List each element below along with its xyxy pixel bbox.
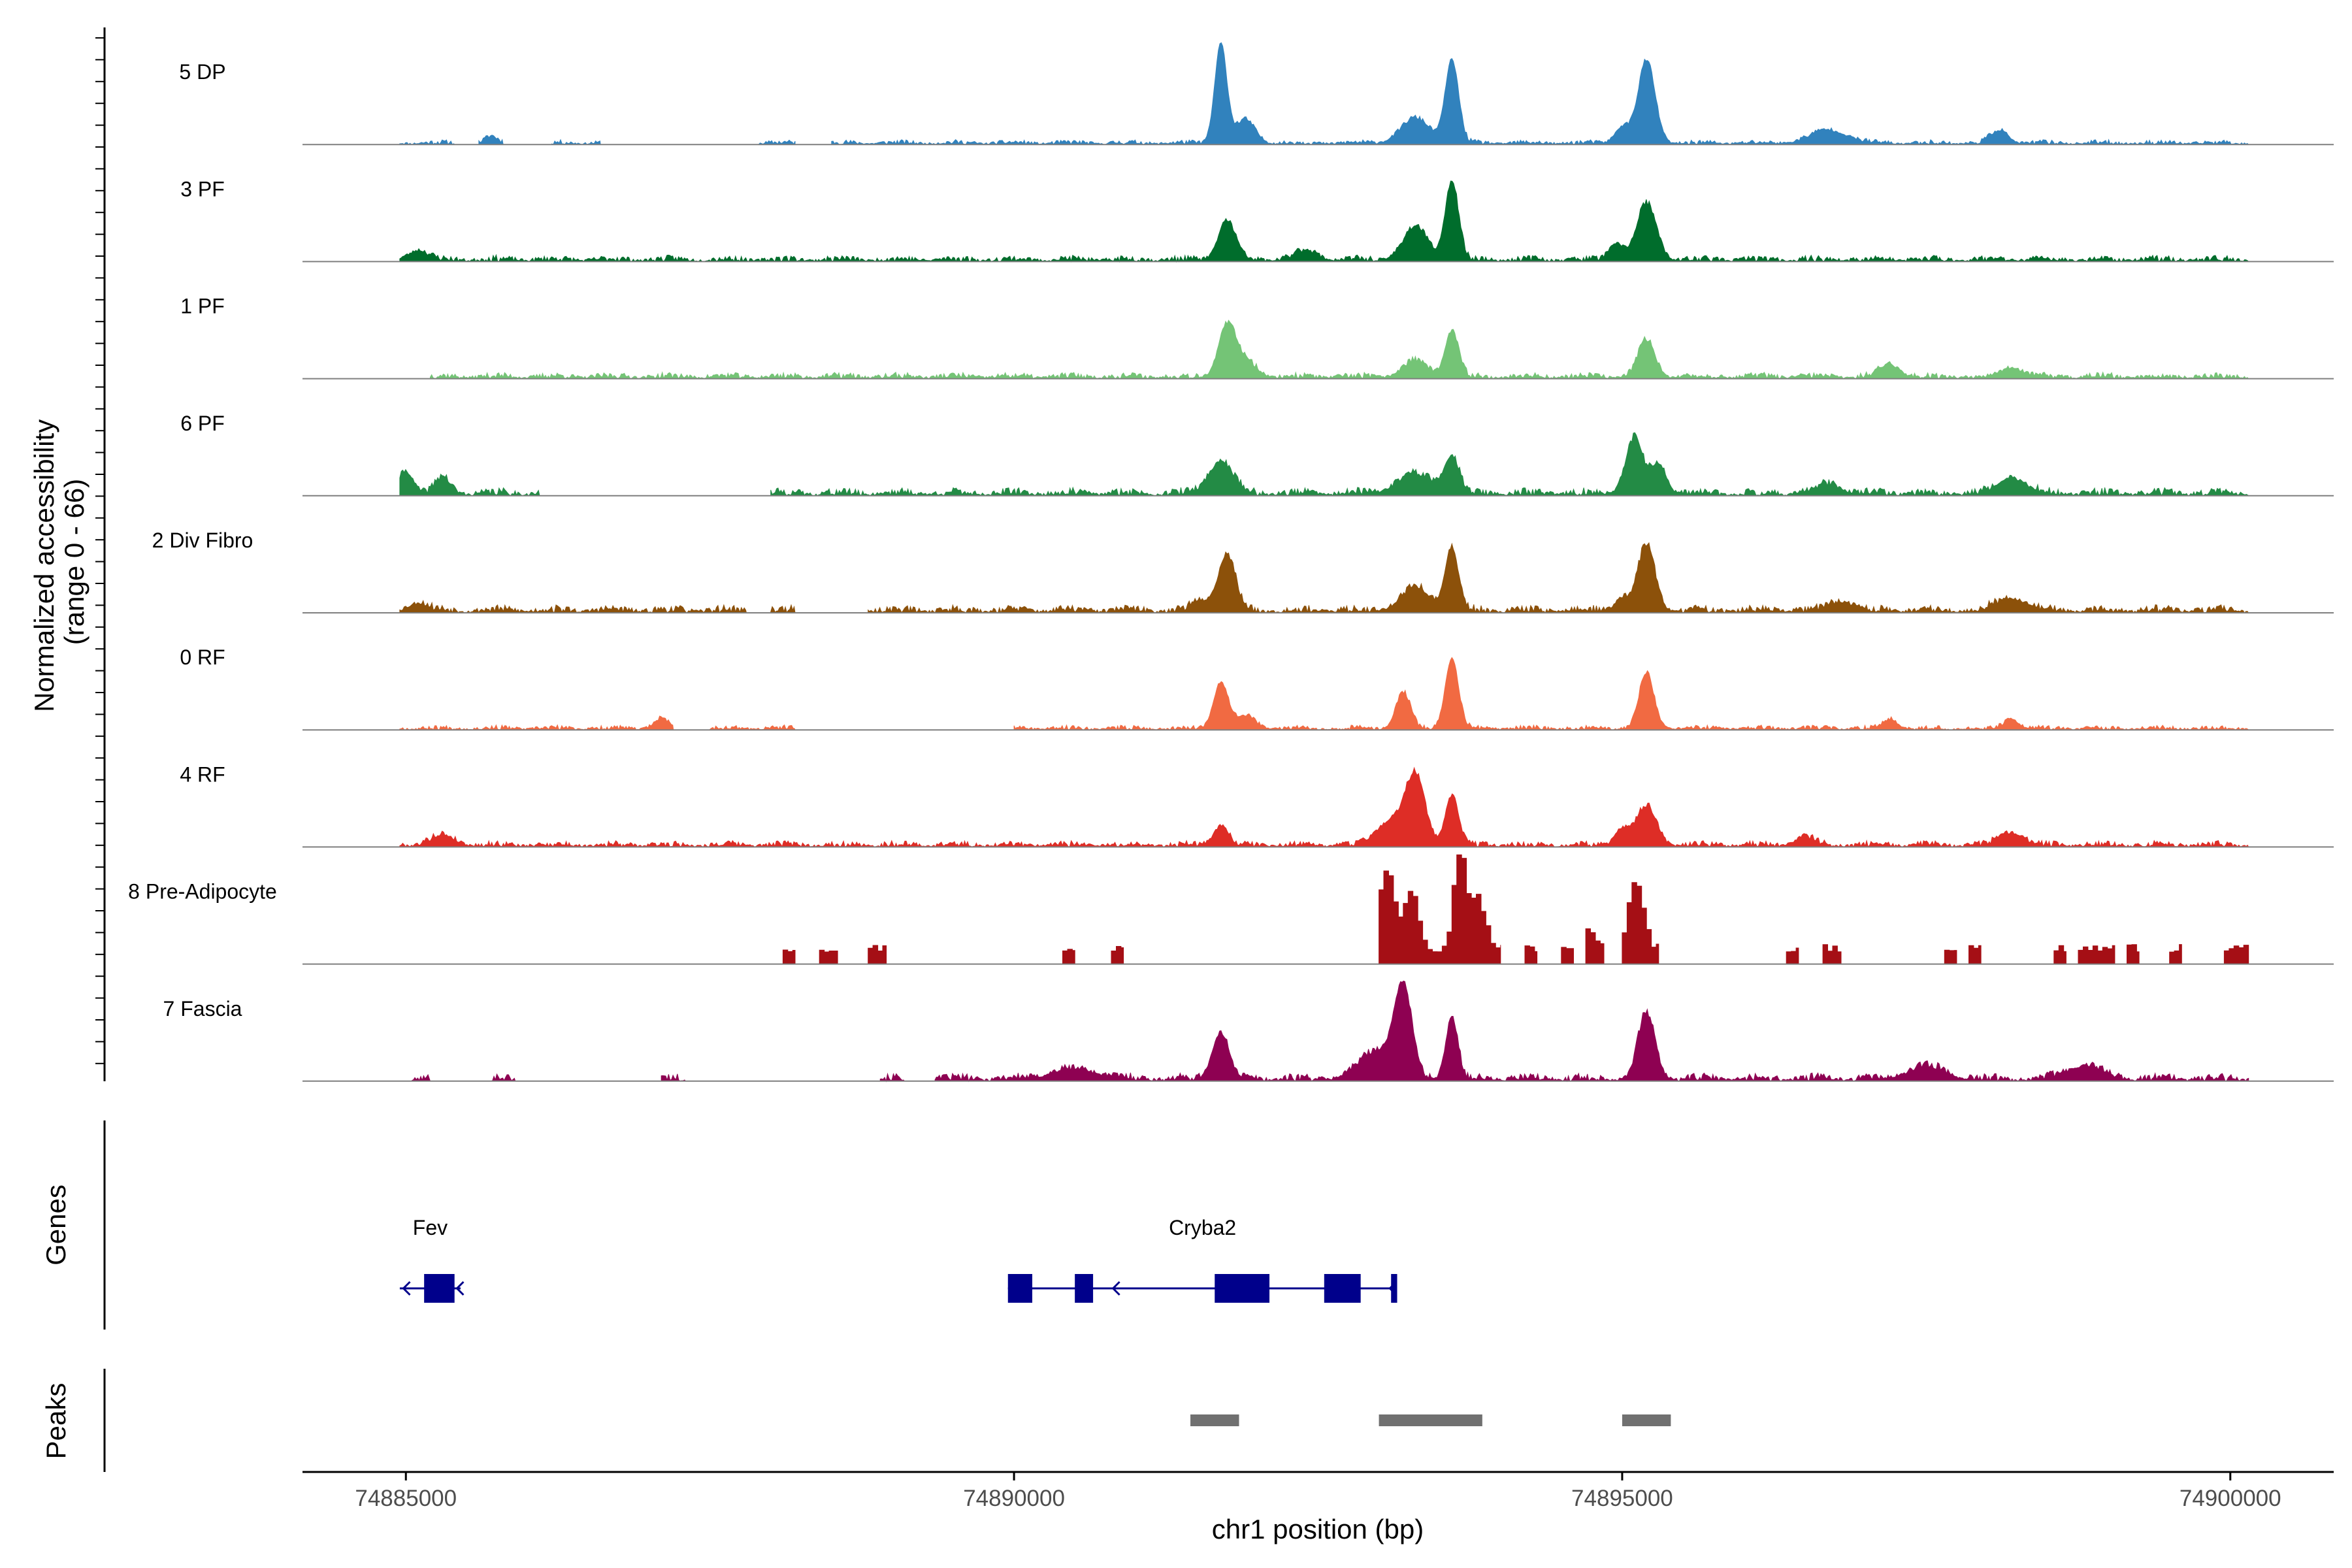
track-2-div-fibro: 2 Div Fibro — [152, 529, 2334, 614]
x-axis-tick-label: 74900000 — [2180, 1486, 2281, 1511]
y-axis-title: Normalized accessibility (range 0 - 66) — [29, 412, 90, 712]
y-axis-title-text: Normalized accessibility (range 0 - 66) — [29, 412, 90, 712]
track-label: 2 Div Fibro — [152, 529, 253, 552]
gene-exon — [1391, 1274, 1397, 1303]
coverage-area — [782, 854, 2249, 965]
track-label: 5 DP — [179, 60, 225, 84]
strand-arrow — [1388, 1281, 1397, 1296]
peaks-panel-label: Peaks — [41, 1383, 71, 1460]
gene-exon — [1075, 1274, 1094, 1303]
peak-region — [1622, 1414, 1671, 1426]
track-label: 7 Fascia — [163, 997, 242, 1021]
track-label: 3 PF — [180, 177, 225, 201]
track-label: 0 RF — [180, 645, 225, 669]
gene-exon — [1007, 1274, 1033, 1303]
track-label: 4 RF — [180, 762, 225, 786]
strand-arrow — [1111, 1281, 1120, 1296]
peak-region — [1379, 1414, 1482, 1426]
track-0-rf: 0 RF — [180, 645, 2334, 731]
x-axis-tick-label: 74890000 — [963, 1486, 1065, 1511]
gene-label: Fev — [413, 1216, 448, 1239]
coverage-y-axis-ticks — [95, 37, 105, 1064]
coverage-tracks: 5 DP 3 PF 1 PF 6 PF 2 Div Fibro 0 RF 4 RF 8 Pre… — [128, 42, 2334, 1083]
y-axis-title-line-2: (range 0 - 66) — [59, 479, 90, 645]
coverage-area — [399, 542, 2249, 614]
gene-exon — [1324, 1274, 1361, 1303]
track-4-rf: 4 RF — [180, 762, 2334, 848]
coverage-area — [399, 432, 2249, 497]
track-6-pf: 6 PF — [180, 412, 2334, 497]
x-axis-tick-label: 74885000 — [355, 1486, 457, 1511]
peak-region — [1190, 1414, 1239, 1426]
coverage-area — [399, 180, 2249, 263]
track-label: 1 PF — [180, 295, 225, 318]
gene-label: Cryba2 — [1169, 1216, 1236, 1239]
x-axis-tick-label: 74895000 — [1571, 1486, 1673, 1511]
strand-arrow — [455, 1281, 465, 1296]
x-axis-ticks: 74885000 74890000 74895000 74900000 — [355, 1472, 2281, 1511]
track-label: 6 PF — [180, 412, 225, 435]
genes-panel-label: Genes — [41, 1184, 71, 1266]
gene-fev: Fev — [399, 1216, 465, 1303]
strand-arrow — [402, 1281, 411, 1296]
coverage-area — [412, 981, 2249, 1083]
y-axis-title-line-1: Normalized accessibility — [29, 419, 59, 712]
gene-exon — [424, 1274, 455, 1303]
coverage-area — [399, 766, 2249, 848]
track-label: 8 Pre-Adipocyte — [128, 880, 277, 904]
peaks-track — [1190, 1414, 1671, 1426]
gene-exon — [1215, 1274, 1270, 1303]
track-5-dp: 5 DP — [179, 42, 2334, 146]
track-8-pre-adipocyte: 8 Pre-Adipocyte — [128, 854, 2334, 965]
track-7-fascia: 7 Fascia — [163, 981, 2334, 1083]
track-3-pf: 3 PF — [180, 177, 2334, 263]
x-axis-title: chr1 position (bp) — [1212, 1514, 1424, 1544]
gene-cryba2: Cryba2 — [1007, 1216, 1397, 1303]
track-1-pf: 1 PF — [180, 295, 2334, 380]
genes-track: Fev Cryba2 — [399, 1216, 1397, 1303]
